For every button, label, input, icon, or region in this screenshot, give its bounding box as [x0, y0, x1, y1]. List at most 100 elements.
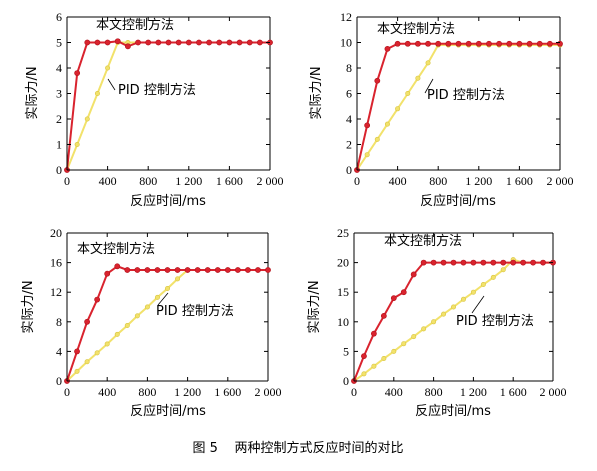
y-tick-label: 25 [337, 226, 349, 240]
data-point-proposed-method [374, 77, 381, 84]
data-point-pid-method [500, 267, 506, 273]
data-point-pid-method [105, 65, 111, 71]
y-tick-label: 5 [56, 36, 62, 50]
annotation-pointer-pid-2 [424, 78, 434, 94]
x-tick-label: 1 600 [214, 385, 241, 399]
chart-panel-4: 0 400 800 1 200 1 600 2 000 0 5 10 15 20 25 反应时间/ms… [307, 226, 567, 419]
x-tick-label: 800 [138, 385, 156, 399]
data-point-pid-method [441, 311, 447, 317]
data-point-proposed-method [144, 267, 151, 273]
data-point-proposed-method [390, 295, 397, 302]
series-line-pid-method [66, 41, 270, 171]
data-point-proposed-method [516, 40, 523, 47]
data-point-proposed-method [380, 312, 387, 319]
y-tick-label: 4 [56, 61, 62, 75]
data-point-pid-method [411, 334, 417, 340]
data-point-proposed-method [520, 259, 527, 266]
y-axis-label-2: 实际力/N [309, 66, 324, 119]
x-tick-label: 400 [98, 385, 116, 399]
tick-layer-4: 0 400 800 1 200 1 600 2 000 0 5 10 15 20 25 [337, 226, 567, 399]
data-point-pid-method [74, 368, 80, 374]
data-point-proposed-method [384, 45, 391, 52]
data-point-proposed-method [450, 259, 457, 266]
data-point-pid-method [425, 60, 431, 66]
y-axis-label-1: 实际力/N [25, 66, 40, 119]
data-point-proposed-method [234, 267, 241, 273]
y-tick-label: 16 [50, 256, 62, 270]
chart-panel-1: 0 400 800 1 200 1 600 2 000 0 1 2 3 4 5 6 反应时间/ms 实际… [25, 10, 284, 209]
data-point-pid-method [154, 294, 160, 300]
x-tick-label: 800 [429, 174, 447, 188]
annotation-proposed-method-1: 本文控制方法 [96, 17, 174, 33]
data-point-proposed-method [506, 40, 513, 47]
data-point-pid-method [134, 313, 140, 319]
y-tick-label: 0 [56, 163, 62, 177]
data-point-proposed-method [114, 38, 121, 45]
x-tick-label: 400 [99, 174, 117, 188]
data-point-proposed-method [510, 259, 517, 266]
y-tick-label: 8 [346, 61, 352, 75]
data-point-pid-method [104, 341, 110, 347]
x-tick-label: 2 000 [547, 174, 574, 188]
data-point-proposed-method [460, 259, 467, 266]
data-point-proposed-method [394, 40, 401, 47]
data-point-pid-method [84, 116, 90, 122]
tick-layer-2: 0 400 800 1 200 1 600 2 000 0 2 4 6 8 10 12 [340, 10, 574, 188]
data-point-proposed-method [526, 40, 533, 47]
tick-layer-3: 0 400 800 1 200 1 600 2 000 0 4 8 12 16 20 [50, 226, 282, 399]
data-point-pid-method [450, 304, 456, 310]
y-tick-label: 15 [337, 285, 349, 299]
data-point-pid-method [94, 350, 100, 356]
data-point-proposed-method [361, 353, 367, 360]
y-tick-label: 1 [56, 138, 62, 152]
data-point-proposed-method [84, 318, 90, 325]
x-axis-label-4: 反应时间/ms [415, 403, 491, 419]
data-point-proposed-method [196, 39, 202, 46]
data-point-proposed-method [500, 259, 507, 266]
figure-caption: 图 5 两种控制方式反应时间的对比 [193, 440, 404, 456]
data-point-proposed-method [370, 330, 377, 337]
y-tick-label: 10 [337, 315, 349, 329]
annotation-proposed-method-2: 本文控制方法 [377, 21, 455, 37]
y-tick-label: 20 [50, 226, 62, 240]
data-point-proposed-method [125, 43, 131, 50]
x-tick-label: 400 [389, 174, 407, 188]
data-point-pid-method [401, 341, 407, 347]
y-tick-label: 3 [56, 87, 62, 101]
data-point-pid-method [371, 363, 377, 369]
data-point-proposed-method [496, 40, 502, 47]
annotation-pid-method-3: PID 控制方法 [156, 303, 234, 319]
annotation-pid-method-1: PID 控制方法 [118, 82, 196, 98]
series-line-pid-method [356, 44, 560, 171]
data-point-proposed-method [84, 39, 91, 46]
series-layer-1 [64, 38, 273, 173]
data-point-pid-method [124, 322, 130, 328]
data-point-pid-method [391, 348, 397, 354]
x-tick-label: 1 200 [460, 385, 487, 399]
data-point-pid-method [74, 142, 80, 148]
y-tick-label: 10 [340, 36, 352, 50]
data-point-proposed-method [206, 39, 212, 46]
x-axis-label-3: 反应时间/ms [130, 403, 206, 419]
data-point-pid-method [114, 331, 120, 337]
x-tick-label: 0 [64, 174, 70, 188]
x-tick-label: 0 [354, 174, 360, 188]
data-point-proposed-method [480, 259, 487, 266]
data-point-proposed-method [530, 259, 536, 266]
data-point-proposed-method [430, 259, 437, 266]
data-point-pid-method [94, 91, 100, 97]
data-point-proposed-method [364, 122, 371, 129]
y-tick-label: 6 [346, 87, 352, 101]
data-point-pid-method [165, 285, 171, 291]
x-tick-label: 2 000 [255, 385, 282, 399]
data-point-pid-method [480, 282, 486, 288]
data-point-proposed-method [475, 40, 482, 47]
data-point-proposed-method [420, 259, 427, 266]
data-point-proposed-method [154, 267, 161, 273]
y-axis-label-4: 实际力/N [307, 280, 322, 333]
data-point-proposed-method [185, 39, 192, 46]
data-point-proposed-method [536, 40, 543, 47]
